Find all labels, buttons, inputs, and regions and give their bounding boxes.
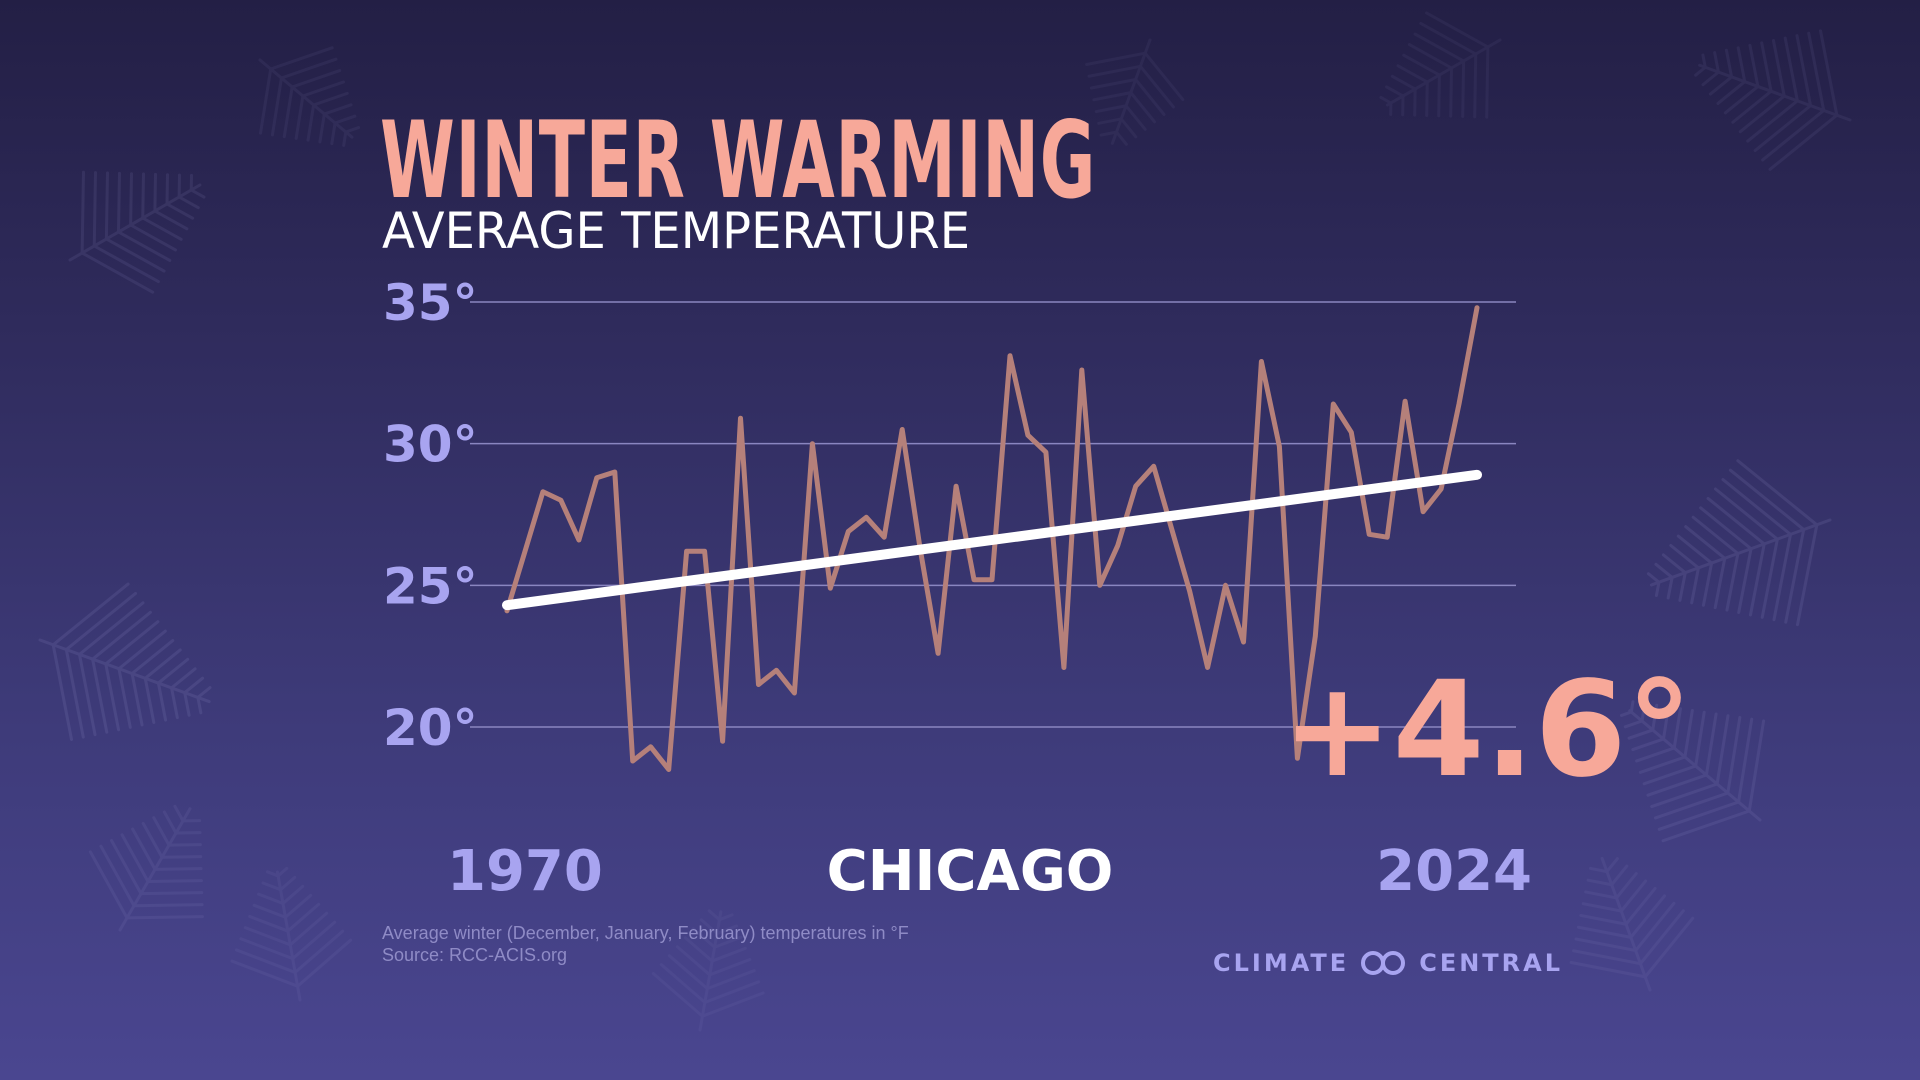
- y-tick-label-35: 35°: [383, 274, 478, 332]
- frost-frond: [230, 866, 353, 1002]
- logo-text-right: CENTRAL: [1419, 949, 1564, 977]
- x-label-start: 1970: [447, 839, 603, 904]
- y-axis-ticks: 20° 25° 30° 35°: [383, 274, 478, 757]
- y-tick-label-30: 30°: [383, 416, 478, 474]
- location-label: CHICAGO: [827, 839, 1114, 904]
- temperature-series-line: [504, 305, 1480, 772]
- frost-frond: [1085, 38, 1185, 146]
- change-label: +4.6°: [1282, 653, 1692, 807]
- climate-central-logo: CLIMATE CENTRAL: [1213, 948, 1563, 978]
- logo-text-left: CLIMATE: [1213, 949, 1350, 977]
- footnote-source: Source: RCC-ACIS.org: [382, 945, 568, 965]
- chart-subtitle: AVERAGE TEMPERATURE: [382, 202, 971, 260]
- frost-frond: [68, 170, 206, 294]
- frost-frond: [258, 46, 361, 147]
- x-label-end: 2024: [1376, 839, 1532, 904]
- frost-frond: [651, 909, 765, 1032]
- footnote-description: Average winter (December, January, Febru…: [382, 923, 909, 943]
- frost-frond: [1379, 11, 1502, 119]
- frost-frond: [1646, 459, 1832, 627]
- y-tick-label-20: 20°: [383, 699, 478, 757]
- frost-frond: [38, 582, 212, 741]
- trend-line: [502, 469, 1482, 611]
- y-tick-label-25: 25°: [383, 557, 478, 615]
- frost-frond: [88, 804, 204, 932]
- footnote: Average winter (December, January, Febru…: [382, 922, 909, 966]
- chart-title: WINTER WARMING: [380, 99, 1097, 222]
- frost-frond: [1694, 29, 1852, 171]
- trend-layer: [502, 469, 1482, 611]
- series-layer: [504, 305, 1480, 772]
- frost-frond: [1619, 700, 1766, 843]
- frost-frond: [1569, 856, 1695, 992]
- linked-rings-icon: [1361, 951, 1406, 975]
